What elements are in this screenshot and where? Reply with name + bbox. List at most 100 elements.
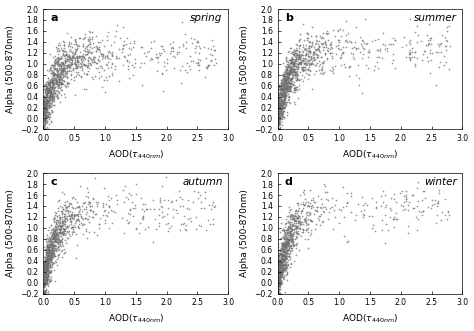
- Point: [274, 291, 282, 296]
- Point: [51, 223, 59, 228]
- Point: [277, 264, 285, 270]
- Point: [59, 222, 67, 227]
- Point: [53, 226, 60, 231]
- Point: [49, 240, 57, 245]
- Point: [291, 69, 299, 74]
- Point: [285, 254, 292, 259]
- Point: [334, 28, 342, 34]
- Point: [55, 244, 62, 250]
- Point: [285, 69, 292, 74]
- Point: [280, 104, 287, 110]
- Point: [302, 52, 310, 57]
- Point: [283, 56, 290, 61]
- Point: [277, 261, 285, 266]
- Point: [52, 219, 60, 224]
- Point: [279, 242, 286, 248]
- Point: [52, 56, 60, 61]
- Point: [119, 42, 127, 47]
- Point: [55, 89, 63, 94]
- Point: [300, 44, 307, 50]
- Point: [278, 266, 285, 272]
- Point: [279, 114, 287, 119]
- Point: [42, 111, 49, 116]
- Point: [281, 89, 288, 95]
- Point: [283, 231, 291, 237]
- Point: [275, 104, 283, 109]
- Point: [62, 52, 70, 58]
- Point: [53, 74, 61, 80]
- Point: [51, 223, 59, 229]
- Point: [277, 278, 285, 283]
- Point: [50, 232, 58, 237]
- Point: [52, 61, 60, 66]
- Point: [47, 267, 55, 273]
- Point: [63, 215, 70, 220]
- Point: [406, 57, 414, 63]
- Point: [280, 239, 287, 244]
- Point: [47, 242, 55, 248]
- Point: [276, 90, 284, 95]
- Point: [276, 258, 284, 263]
- Point: [318, 202, 326, 207]
- Point: [52, 78, 59, 83]
- Point: [283, 76, 290, 81]
- Point: [109, 49, 116, 55]
- Point: [390, 196, 398, 202]
- Point: [44, 89, 51, 94]
- Point: [108, 52, 116, 57]
- Point: [308, 217, 315, 222]
- X-axis label: AOD($\tau_{440nm}$): AOD($\tau_{440nm}$): [108, 149, 164, 161]
- Point: [41, 115, 48, 120]
- Point: [283, 244, 290, 249]
- Point: [42, 104, 49, 109]
- Point: [277, 261, 284, 267]
- Point: [160, 63, 168, 69]
- Point: [286, 77, 294, 82]
- Point: [277, 108, 285, 113]
- Point: [279, 104, 286, 109]
- Point: [196, 45, 203, 50]
- Point: [276, 275, 283, 280]
- Point: [41, 105, 48, 110]
- Point: [315, 43, 322, 49]
- Point: [292, 215, 300, 221]
- Point: [195, 39, 202, 45]
- Point: [307, 211, 314, 216]
- Point: [163, 222, 170, 227]
- Point: [48, 239, 55, 244]
- Point: [94, 200, 102, 205]
- Point: [41, 260, 48, 265]
- Point: [382, 46, 389, 52]
- Point: [277, 265, 284, 271]
- Point: [275, 104, 283, 110]
- Point: [305, 38, 313, 44]
- Point: [42, 118, 49, 123]
- Point: [302, 51, 310, 56]
- Point: [149, 239, 157, 244]
- Point: [44, 273, 52, 278]
- Point: [383, 222, 390, 227]
- Point: [92, 33, 100, 39]
- Point: [281, 74, 289, 79]
- Point: [283, 257, 290, 262]
- Point: [281, 266, 289, 271]
- Point: [62, 200, 69, 205]
- Point: [283, 240, 291, 245]
- Point: [46, 65, 54, 70]
- Point: [276, 106, 284, 111]
- Point: [67, 60, 74, 65]
- Point: [274, 89, 282, 94]
- Point: [276, 101, 283, 106]
- Point: [94, 56, 101, 61]
- Point: [283, 85, 290, 91]
- Point: [55, 243, 63, 248]
- Point: [74, 59, 82, 65]
- Point: [43, 87, 51, 93]
- Point: [56, 71, 64, 76]
- Point: [302, 219, 310, 224]
- Point: [274, 277, 282, 282]
- Point: [336, 27, 344, 32]
- Point: [62, 219, 69, 225]
- Point: [295, 77, 303, 82]
- Point: [277, 112, 285, 117]
